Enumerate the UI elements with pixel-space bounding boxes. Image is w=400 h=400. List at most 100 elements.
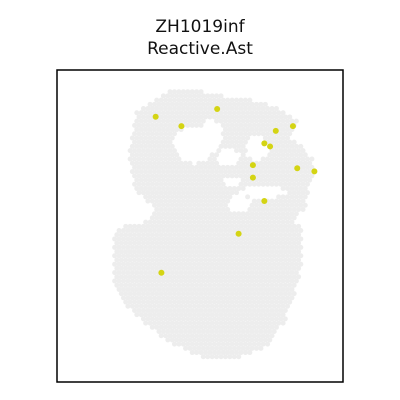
background-spot [139,245,144,250]
background-spot [163,190,168,195]
background-spot [141,114,146,119]
background-spot [232,253,237,258]
background-spot [159,308,164,313]
background-spot [267,287,272,292]
background-spot [130,135,135,140]
background-spot [238,165,243,170]
highlight-point [158,270,164,276]
background-spot [301,173,306,178]
background-spot [241,337,246,342]
background-spot [190,182,195,187]
background-spot [161,287,166,292]
background-spot [274,257,279,262]
background-spot [234,274,239,279]
background-spot [236,245,241,250]
background-spot [272,245,277,250]
background-spot [292,182,297,187]
background-spot [234,350,239,355]
background-spot [221,333,226,338]
background-spot [270,283,275,288]
background-spot [183,337,188,342]
background-spot [214,354,219,359]
background-spot [236,346,241,351]
background-spot [156,236,161,241]
background-spot [210,304,215,309]
background-spot [156,220,161,225]
background-spot [185,283,190,288]
background-spot [163,274,168,279]
background-spot [274,283,279,288]
background-spot [274,224,279,229]
background-spot [194,114,199,119]
background-spot [152,262,157,267]
background-spot [187,228,192,233]
background-spot [205,102,210,107]
background-spot [187,194,192,199]
background-spot [130,253,135,258]
background-spot [123,283,128,288]
background-spot [148,178,153,183]
background-spot [278,283,283,288]
background-spot [207,165,212,170]
background-spot [185,98,190,103]
background-spot [283,316,288,321]
background-spot [307,178,312,183]
background-spot [265,283,270,288]
background-spot [305,173,310,178]
background-spot [254,110,259,115]
background-spot [247,300,252,305]
background-spot [128,291,133,296]
background-spot [298,161,303,166]
background-spot [152,161,157,166]
background-spot [223,102,228,107]
background-spot [245,110,250,115]
background-spot [161,135,166,140]
background-spot [168,224,173,229]
background-spot [152,135,157,140]
background-spot [163,300,168,305]
background-spot [223,228,228,233]
background-spot [238,98,243,103]
background-spot [130,245,135,250]
background-spot [281,304,286,309]
background-spot [203,165,208,170]
background-spot [223,321,228,326]
background-spot [227,304,232,309]
background-spot [263,262,268,267]
background-spot [205,337,210,342]
background-spot [219,245,224,250]
background-spot [232,354,237,359]
background-spot [194,333,199,338]
background-spot [274,300,279,305]
background-spot [199,89,204,94]
background-spot [201,178,206,183]
background-spot [298,236,303,241]
background-spot [168,89,173,94]
background-spot [210,178,215,183]
background-spot [265,333,270,338]
background-spot [156,262,161,267]
background-spot [245,337,250,342]
background-spot [165,329,170,334]
background-spot [185,274,190,279]
background-spot [261,316,266,321]
background-spot [225,131,230,136]
background-spot [183,321,188,326]
background-spot [176,274,181,279]
background-spot [152,211,157,216]
background-spot [245,262,250,267]
background-spot [283,257,288,262]
background-spot [134,135,139,140]
background-spot [203,98,208,103]
background-spot [168,157,173,162]
background-spot [219,337,224,342]
background-spot [134,262,139,267]
background-spot [183,194,188,199]
background-spot [152,253,157,258]
background-spot [238,257,243,262]
background-spot [234,114,239,119]
background-spot [227,211,232,216]
background-spot [230,283,235,288]
background-spot [190,308,195,313]
background-spot [247,182,252,187]
